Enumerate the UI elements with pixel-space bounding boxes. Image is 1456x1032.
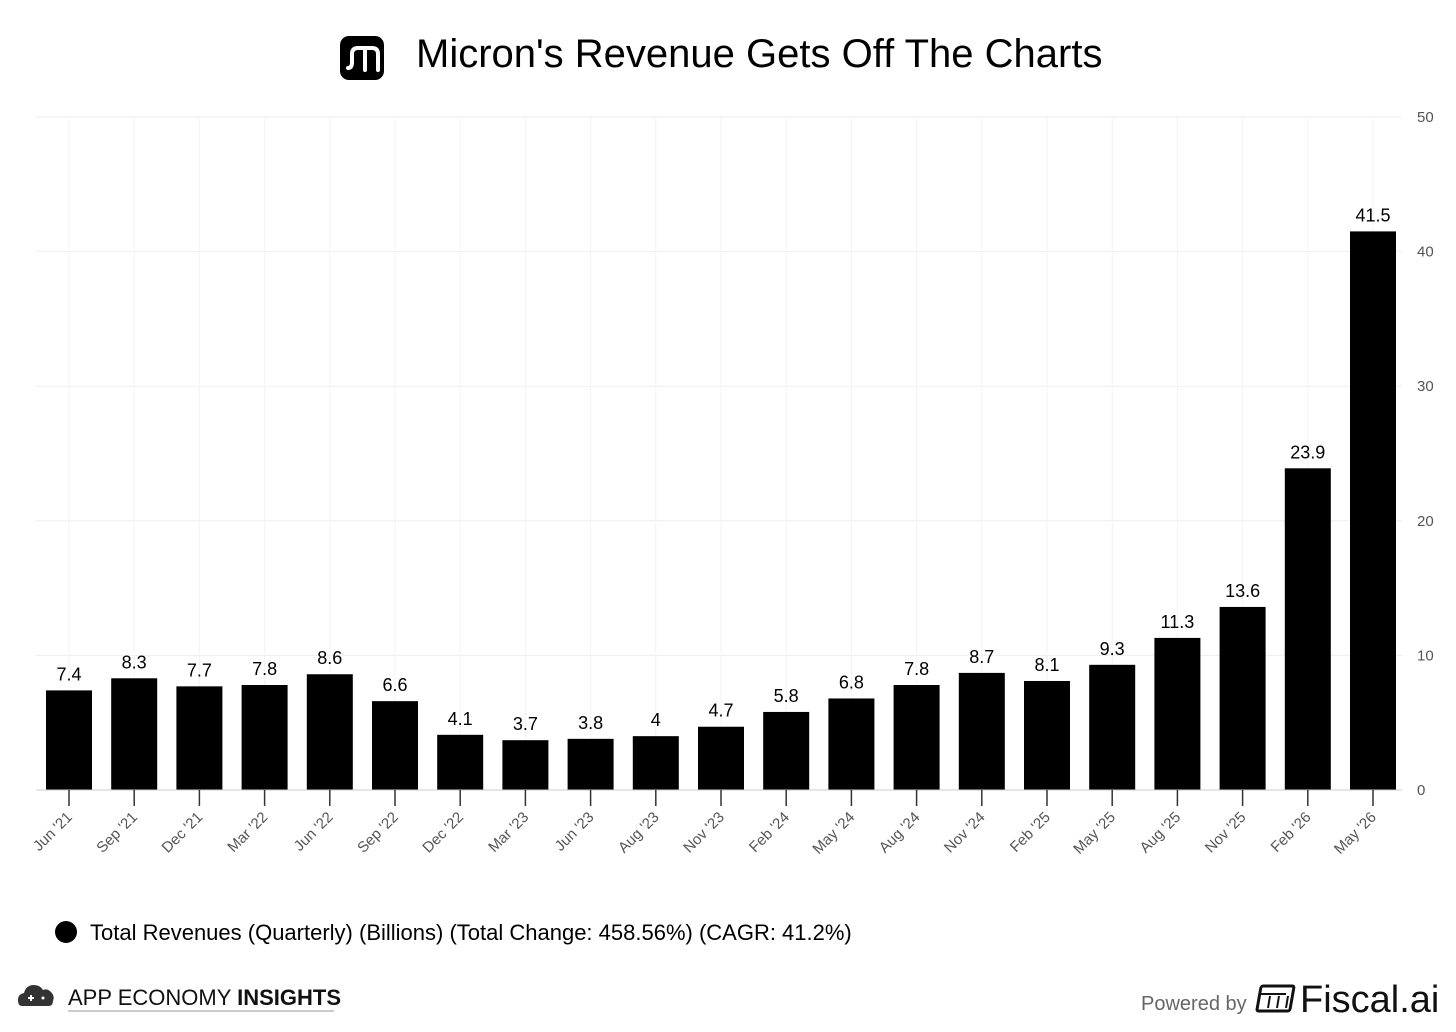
data-label: 4	[651, 710, 661, 730]
x-tick-label: Jun '23	[552, 809, 598, 855]
bar	[1089, 664, 1136, 790]
data-label: 5.8	[774, 686, 799, 706]
x-tick-label: Sep '21	[93, 809, 141, 857]
x-tick-label: Nov '23	[680, 809, 728, 857]
bar	[176, 686, 223, 790]
legend-label: Total Revenues (Quarterly) (Billions) (T…	[90, 920, 852, 945]
y-tick-label: 40	[1417, 244, 1434, 261]
x-tick-label: May '25	[1070, 809, 1119, 858]
x-tick-label: Mar '23	[485, 809, 532, 856]
bar	[372, 701, 418, 790]
bar	[241, 685, 288, 790]
calculator-icon	[1255, 984, 1296, 1013]
data-label: 8.3	[122, 652, 147, 672]
footer-brand-left-bold: INSIGHTS	[237, 985, 341, 1010]
fiscal-brand-text: Fiscal.ai	[1300, 979, 1439, 1021]
micron-logo-icon	[340, 36, 384, 80]
x-tick-label: Dec '22	[419, 809, 467, 857]
powered-by-text: Powered by	[1141, 993, 1247, 1015]
bar	[46, 690, 92, 790]
cloud-gamepad-icon	[18, 985, 54, 1006]
x-tick-label: Nov '25	[1202, 809, 1250, 857]
bar	[893, 685, 940, 790]
footer-brand-right: Powered by Fiscal.ai	[1141, 979, 1439, 1021]
data-label: 7.8	[904, 659, 929, 679]
footer-brand-left: APP ECONOMY INSIGHTS	[18, 985, 341, 1012]
bar	[1284, 468, 1331, 790]
data-labels: 7.4 8.3 7.7 7.8 8.6 6.6 4.1 3.7 3.8 4 4.7 5.8 6.8 7.8…	[56, 205, 1390, 734]
bar	[306, 674, 353, 790]
chart-title: Micron's Revenue Gets Off The Charts	[416, 32, 1102, 76]
data-label: 4.1	[448, 709, 473, 729]
bar	[828, 698, 875, 790]
data-label: 8.1	[1034, 655, 1059, 675]
bar	[1350, 231, 1396, 790]
x-tick-label: May '26	[1331, 809, 1380, 858]
x-tick-label: Jun '22	[291, 809, 337, 855]
x-tick-label: Aug '23	[615, 809, 663, 857]
data-label: 9.3	[1100, 639, 1125, 659]
x-tick-label: Feb '24	[746, 809, 793, 856]
data-label: 13.6	[1225, 581, 1260, 601]
data-label: 23.9	[1290, 442, 1325, 462]
data-label: 7.4	[56, 664, 81, 684]
bar	[111, 678, 158, 790]
data-label: 8.6	[317, 648, 342, 668]
data-label: 7.8	[252, 659, 277, 679]
bar	[1024, 680, 1070, 790]
x-tick-label: Aug '25	[1137, 809, 1185, 857]
bar	[1154, 637, 1201, 790]
data-label: 8.7	[969, 647, 994, 667]
legend-marker	[55, 921, 77, 943]
y-tick-label: 30	[1417, 378, 1434, 395]
bars	[46, 231, 1396, 790]
footer-brand-left-regular: APP ECONOMY	[68, 985, 237, 1010]
data-label: 41.5	[1355, 205, 1390, 225]
data-label: 6.6	[382, 675, 407, 695]
x-axis: Jun '21 Sep '21 Dec '21 Mar '22 Jun '22 Sep '…	[30, 789, 1402, 858]
header: Micron's Revenue Gets Off The Charts	[340, 32, 1102, 80]
bar	[698, 726, 744, 790]
bar	[632, 736, 679, 790]
y-tick-label: 0	[1417, 782, 1425, 799]
data-label: 4.7	[708, 701, 733, 721]
y-tick-label: 10	[1417, 647, 1434, 664]
y-tick-label: 20	[1417, 513, 1434, 530]
x-tick-label: Feb '25	[1007, 809, 1054, 856]
x-tick-label: Feb '26	[1268, 809, 1315, 856]
x-tick-label: Mar '22	[224, 809, 271, 856]
y-axis: 0 10 20 30 40 50	[1417, 109, 1434, 799]
x-tick-label: Jun '21	[30, 809, 76, 855]
bar	[567, 738, 614, 790]
legend: Total Revenues (Quarterly) (Billions) (T…	[55, 920, 852, 945]
data-label: 7.7	[187, 660, 212, 680]
x-tick-label: Nov '24	[941, 809, 989, 857]
x-tick-label: Aug '24	[876, 809, 924, 857]
footer-brand-left-text: APP ECONOMY INSIGHTS	[68, 985, 341, 1010]
bar	[763, 711, 810, 790]
bar	[502, 740, 549, 790]
data-label: 3.7	[513, 714, 538, 734]
data-label: 6.8	[839, 672, 864, 692]
x-tick-label: May '24	[809, 809, 858, 858]
bar	[437, 734, 484, 790]
x-tick-label: Sep '22	[354, 809, 402, 857]
bar	[1219, 606, 1266, 790]
x-tick-label: Dec '21	[159, 809, 207, 857]
bar	[958, 672, 1005, 790]
data-label: 11.3	[1161, 612, 1195, 632]
data-label: 3.8	[578, 713, 603, 733]
y-tick-label: 50	[1417, 109, 1434, 126]
